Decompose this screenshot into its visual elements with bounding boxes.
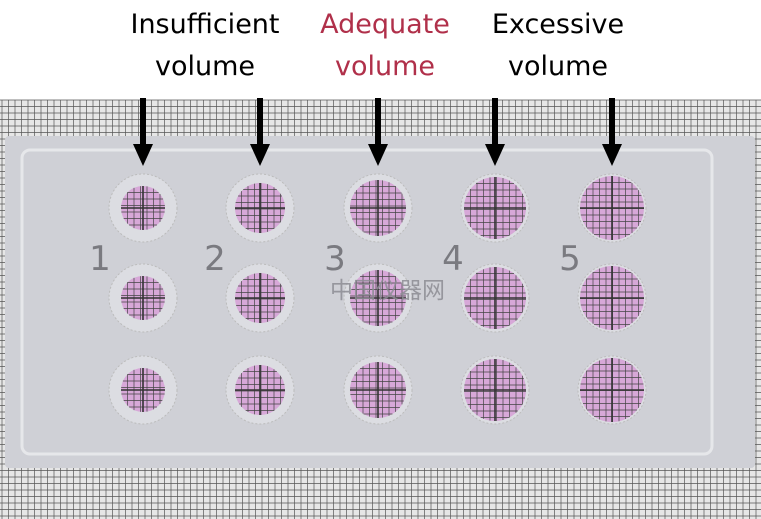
spot-crosshair <box>235 365 285 415</box>
label-line: Excessive <box>491 9 625 40</box>
spot-crosshair <box>464 177 526 239</box>
arrow-shaft <box>609 98 615 148</box>
spot-crosshair <box>580 176 644 240</box>
spot-crosshair <box>235 273 285 323</box>
arrow-shaft <box>492 98 498 148</box>
spot-crosshair <box>121 186 165 230</box>
label-adequate: Adequate volume <box>265 4 505 88</box>
spot-crosshair <box>350 180 406 236</box>
label-excessive: Excessive volume <box>438 4 678 88</box>
arrow-shaft <box>140 98 146 148</box>
spot-crosshair <box>350 362 406 418</box>
label-line: Adequate <box>320 9 450 40</box>
column-number: 3 <box>324 239 346 279</box>
label-insufficient: Insufficient volume <box>85 4 325 88</box>
column-number: 1 <box>89 239 111 279</box>
spot-crosshair <box>235 183 285 233</box>
spot-crosshair <box>580 358 644 422</box>
spot-crosshair <box>464 359 526 421</box>
column-number: 4 <box>442 239 464 279</box>
watermark: 中国仪器网 <box>330 278 445 304</box>
down-arrow-icon <box>250 144 270 166</box>
down-arrow-icon <box>133 144 153 166</box>
arrow-shaft <box>375 98 381 148</box>
arrow-shaft <box>257 98 263 148</box>
label-line: Insufficient <box>130 9 280 40</box>
down-arrow-icon <box>602 144 622 166</box>
down-arrow-icon <box>368 144 388 166</box>
spot-crosshair <box>350 270 406 326</box>
label-line: volume <box>507 51 609 82</box>
spot-crosshair <box>580 266 644 330</box>
spot-crosshair <box>121 368 165 412</box>
column-number: 2 <box>204 239 226 279</box>
slide-border <box>20 148 714 456</box>
down-arrow-icon <box>485 144 505 166</box>
column-number: 5 <box>559 239 581 279</box>
spot-crosshair <box>464 267 526 329</box>
label-line: volume <box>334 51 436 82</box>
label-line: volume <box>154 51 256 82</box>
spot-crosshair <box>121 276 165 320</box>
